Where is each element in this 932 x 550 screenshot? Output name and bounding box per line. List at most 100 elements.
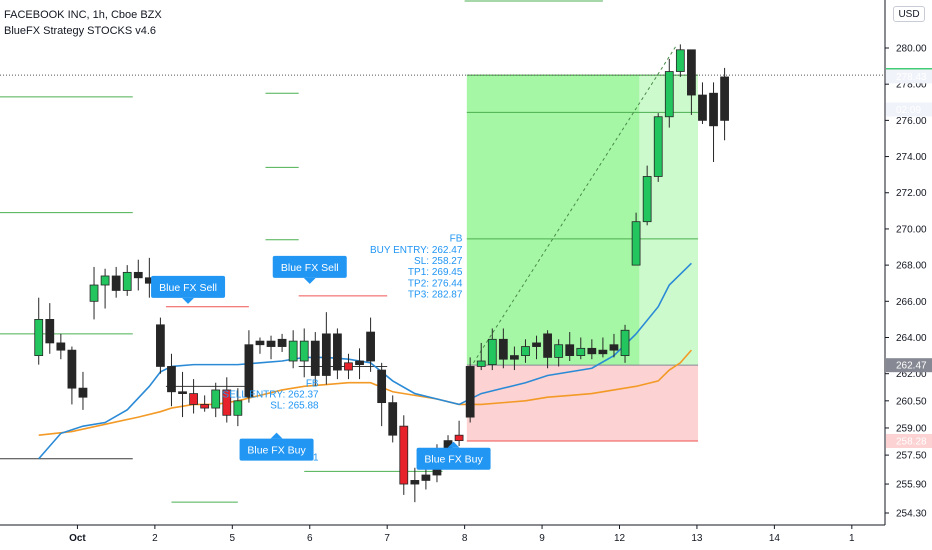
time-tick-label: 2 (152, 533, 158, 544)
candle (687, 49, 696, 115)
candle-body (687, 49, 696, 96)
candle-body (333, 333, 342, 371)
candle-body (222, 389, 232, 416)
candle (310, 332, 320, 387)
candle-body (167, 366, 176, 393)
signal-info-text: TP3: 282.87 (408, 290, 463, 301)
candle (133, 259, 143, 291)
price-tick-label: 260.50 (896, 396, 927, 407)
candle (543, 330, 552, 369)
candle-body (366, 331, 375, 362)
price-tick-label: 262.00 (896, 369, 927, 380)
candle (277, 333, 287, 352)
candle (498, 328, 508, 369)
candle (156, 317, 165, 374)
candle-body (587, 347, 597, 355)
candle-body (255, 340, 265, 346)
candle-body (576, 347, 586, 356)
time-tick-label: 7 (384, 533, 390, 544)
signal-bubble[interactable]: Blue FX Sell (272, 255, 347, 284)
candle-body (631, 221, 641, 266)
candle-body (653, 116, 663, 177)
candle-body (111, 275, 121, 291)
candle-body (543, 333, 552, 358)
candle-body (609, 344, 619, 351)
candle-body (288, 340, 298, 362)
candle (399, 415, 409, 495)
candle-body (45, 319, 55, 344)
price-pill-entry (886, 358, 932, 373)
candle-body (200, 404, 210, 409)
candle (642, 165, 652, 226)
signal-pointer (447, 441, 460, 448)
time-tick-label: 9 (539, 533, 545, 544)
price-tick-label: 272.00 (896, 188, 927, 199)
price-pill-label: 02:09 (896, 105, 921, 116)
signal-pointer (303, 277, 316, 284)
candle (56, 333, 66, 360)
currency-button[interactable]: USD (893, 6, 925, 22)
candle (200, 395, 210, 412)
candle-body (100, 275, 110, 286)
candle (321, 312, 331, 385)
candle-body (399, 425, 409, 485)
candle-body (465, 366, 475, 418)
price-tick-label: 254.30 (896, 509, 927, 520)
candle-body (211, 389, 221, 409)
candle (576, 337, 586, 360)
indicator-name[interactable]: BlueFX Strategy STOCKS v4.6 (4, 25, 157, 37)
candle (211, 382, 221, 418)
candle (587, 339, 597, 360)
candle-body (454, 434, 464, 442)
signal-info-text: SELL ENTRY: 262.37 (222, 390, 319, 401)
candle (355, 348, 364, 380)
signal-info-text: BUY ENTRY: 262.47 (370, 245, 463, 256)
price-tick-label: 276.00 (896, 116, 927, 127)
candle-body (355, 360, 364, 366)
signal-bubble[interactable]: Blue FX Sell (151, 275, 226, 304)
price-pill-value (886, 69, 932, 84)
price-tick-label: 259.00 (896, 423, 927, 434)
candle-body (410, 480, 420, 485)
signal-label: Blue FX Buy (424, 454, 483, 466)
signal-bubble[interactable]: Blue FX Buy (239, 432, 314, 461)
candle (631, 212, 641, 266)
signal-info-text: FB (306, 378, 319, 389)
signal-info-text: SL: 265.88 (270, 401, 319, 412)
candle-body (664, 71, 674, 118)
candle (299, 328, 309, 378)
price-pill-stop (886, 433, 932, 448)
time-tick-label: 14 (769, 533, 781, 544)
candle (67, 346, 77, 405)
signal-info-text: TP2: 276.44 (408, 278, 463, 289)
candle (720, 67, 729, 141)
signal-label: Blue FX Sell (159, 282, 217, 294)
candle-body (498, 338, 508, 360)
signal-bubble-box (239, 438, 314, 461)
candle-body (476, 360, 486, 367)
signal-label: Blue FX Sell (281, 262, 339, 274)
time-tick-label: 1 (849, 533, 855, 544)
candle-body (487, 338, 497, 366)
candle (465, 357, 475, 423)
signal-pointer (270, 432, 283, 439)
candle-body (709, 92, 718, 127)
candle-body (510, 355, 519, 360)
candle-body (56, 342, 66, 351)
candle-body (78, 387, 88, 398)
candle (167, 353, 176, 407)
candle (664, 58, 674, 128)
price-tick-label: 264.00 (896, 333, 927, 344)
candle (266, 335, 276, 360)
time-tick-label: Oct (69, 533, 86, 544)
price-pill-label: 258.28 (896, 436, 927, 447)
signal-bubble[interactable]: Blue FX Buy (416, 441, 491, 470)
candle-body (89, 284, 99, 302)
candle (653, 113, 663, 182)
candle (532, 335, 541, 360)
candle-body (521, 346, 530, 356)
candle (111, 266, 121, 298)
candle (554, 339, 564, 367)
candle-body (675, 49, 685, 72)
